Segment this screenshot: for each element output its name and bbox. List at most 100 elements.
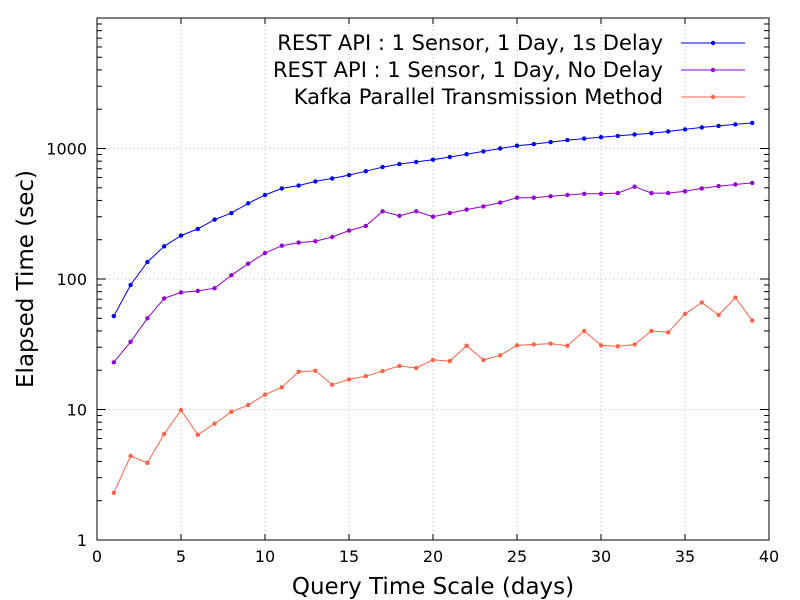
data-point: [145, 460, 150, 466]
grid: [97, 18, 769, 540]
data-point: [296, 369, 301, 374]
y-tick-label: 10: [67, 401, 87, 420]
legend-marker: [710, 67, 716, 73]
legend-marker: [710, 94, 716, 100]
data-point: [699, 300, 704, 305]
data-point: [229, 273, 234, 278]
data-point: [615, 344, 620, 349]
legend: REST API : 1 Sensor, 1 Day, 1s Delay REST…: [273, 31, 745, 109]
data-point: [363, 169, 368, 174]
data-point: [346, 172, 352, 178]
data-point: [212, 421, 217, 426]
data-point: [565, 343, 570, 348]
data-point: [212, 286, 217, 291]
data-point: [582, 328, 587, 334]
data-point: [649, 190, 654, 196]
data-point: [195, 226, 200, 232]
data-point: [195, 288, 200, 294]
data-point: [615, 133, 620, 139]
data-point: [565, 192, 570, 198]
x-tick-label: 5: [176, 547, 186, 566]
data-point: [212, 217, 217, 222]
data-point: [649, 131, 654, 136]
data-point: [296, 240, 301, 245]
x-tick-label: 25: [507, 547, 527, 566]
data-point: [111, 360, 117, 365]
data-point: [414, 365, 419, 371]
data-point: [716, 123, 721, 129]
data-point: [632, 132, 637, 137]
data-point: [733, 182, 738, 187]
data-point: [649, 328, 654, 334]
x-tick-label: 15: [339, 547, 359, 566]
data-point: [414, 159, 419, 165]
data-point: [128, 282, 133, 288]
data-point: [178, 407, 184, 413]
data-point: [632, 184, 637, 189]
data-point: [682, 311, 688, 317]
data-point: [716, 312, 721, 318]
data-point: [548, 341, 553, 346]
data-point: [531, 195, 536, 200]
data-point: [145, 316, 150, 321]
x-tick-label: 40: [759, 547, 779, 566]
legend-label: REST API : 1 Sensor, 1 Day, No Delay: [273, 58, 663, 82]
data-point: [514, 343, 520, 348]
y-tick-label: 1: [77, 531, 87, 550]
data-point: [682, 127, 688, 132]
data-point: [363, 223, 368, 229]
data-point: [716, 183, 721, 189]
data-point: [162, 296, 167, 301]
data-point: [430, 357, 436, 363]
data-point: [565, 137, 570, 143]
data-point: [397, 161, 402, 167]
x-tick-label: 0: [92, 547, 102, 566]
data-point: [380, 368, 385, 374]
data-point: [178, 290, 184, 295]
data-point: [262, 250, 268, 256]
data-point: [514, 143, 520, 148]
data-point: [262, 392, 268, 397]
y-axis-title: Elapsed Time (sec): [13, 170, 39, 388]
data-point: [733, 295, 738, 300]
data-point: [447, 210, 452, 216]
series-1: [111, 120, 755, 319]
x-tick-label: 35: [675, 547, 695, 566]
data-point: [397, 213, 402, 218]
data-point: [733, 122, 738, 127]
data-point: [447, 358, 452, 364]
data-point: [313, 179, 318, 184]
axes: 0 5 10 15 20 25 30 35 40 1 10 100 1000: [46, 18, 779, 566]
data-point: [666, 129, 671, 134]
data-point: [279, 385, 284, 390]
data-point: [330, 234, 335, 240]
data-point: [397, 363, 402, 369]
series-3: [111, 295, 755, 495]
data-point: [178, 233, 184, 238]
data-point: [162, 431, 167, 437]
data-point: [330, 382, 335, 387]
data-point: [313, 239, 318, 244]
data-point: [313, 368, 318, 373]
data-point: [598, 343, 604, 348]
x-tick-label: 10: [255, 547, 275, 566]
data-point: [666, 190, 671, 196]
data-point: [548, 139, 553, 145]
data-point: [279, 243, 284, 248]
data-point: [246, 261, 251, 266]
data-point: [380, 164, 385, 170]
data-point: [514, 195, 520, 200]
data-point: [548, 194, 553, 199]
data-point: [111, 313, 117, 319]
data-point: [531, 141, 536, 147]
data-point: [632, 342, 637, 347]
data-point: [498, 353, 503, 358]
data-point: [699, 125, 704, 130]
data-point: [296, 183, 301, 188]
data-point: [430, 214, 436, 219]
data-point: [380, 209, 385, 214]
data-point: [464, 343, 469, 348]
data-point: [481, 357, 486, 363]
data-point: [262, 192, 268, 198]
